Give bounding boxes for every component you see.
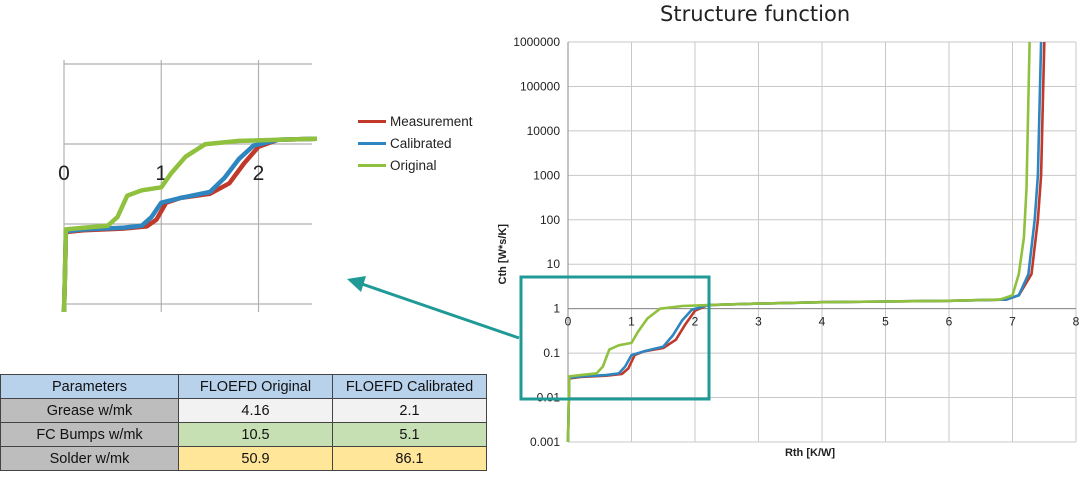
y-tick-label: 10000 <box>527 124 561 138</box>
y-axis-label: Cth [W*s/K] <box>497 224 509 285</box>
param-original: 4.16 <box>178 398 333 423</box>
inset-x-tick-label: 2 <box>253 162 265 185</box>
parameters-table: Parameters FLOEFD Original FLOEFD Calibr… <box>0 374 487 471</box>
legend-label-original: Original <box>390 157 437 173</box>
y-tick-label: 1000000 <box>513 35 560 49</box>
inset-x-tick-label: 1 <box>155 162 167 185</box>
param-name: Solder w/mk <box>0 446 179 471</box>
legend-label-calibrated: Calibrated <box>390 135 452 151</box>
y-tick-label: 100000 <box>520 79 560 93</box>
x-axis-label: Rth [K/W] <box>785 447 835 459</box>
legend: Measurement Calibrated Original <box>358 110 473 176</box>
series-line-original <box>566 41 1031 443</box>
param-original: 10.5 <box>178 422 333 447</box>
y-tick-label: 0.1 <box>543 346 560 360</box>
zoom-inset-chart: 0 1 2 <box>58 60 317 313</box>
param-calibrated: 86.1 <box>332 446 487 471</box>
x-tick-label: 7 <box>1009 315 1016 329</box>
param-original: 50.9 <box>178 446 333 471</box>
legend-label-measurement: Measurement <box>390 113 473 129</box>
x-tick-label: 2 <box>692 315 699 329</box>
param-calibrated: 2.1 <box>332 398 487 423</box>
structure-function-chart: 0 1 2 3 4 5 6 7 80.0010.010.11101001000100001000… <box>497 35 1080 459</box>
legend-item-calibrated: Calibrated <box>358 132 473 154</box>
x-tick-label: 0 <box>565 315 572 329</box>
y-tick-label: 0.001 <box>530 435 560 449</box>
legend-swatch-measurement <box>358 119 386 123</box>
y-tick-label: 1000 <box>533 168 560 182</box>
zoom-arrow-head <box>347 276 366 292</box>
x-tick-label: 5 <box>882 315 889 329</box>
x-tick-label: 4 <box>819 315 826 329</box>
chart-title: Structure function <box>660 2 851 26</box>
table-row-fc-bumps: FC Bumps w/mk 10.5 5.1 <box>0 422 487 447</box>
x-tick-label: 3 <box>755 315 762 329</box>
series-line-calibrated <box>566 41 1043 443</box>
table-header-row: Parameters FLOEFD Original FLOEFD Calibr… <box>0 374 487 399</box>
legend-swatch-original <box>358 163 386 167</box>
y-tick-label: 1 <box>553 302 560 316</box>
header-floefd-calibrated: FLOEFD Calibrated <box>332 374 487 399</box>
header-parameters: Parameters <box>0 374 179 399</box>
legend-item-original: Original <box>358 154 473 176</box>
x-tick-label: 1 <box>628 315 635 329</box>
inset-x-tick-label: 0 <box>58 162 70 185</box>
legend-swatch-calibrated <box>358 141 386 145</box>
param-name: FC Bumps w/mk <box>0 422 179 447</box>
header-floefd-original: FLOEFD Original <box>178 374 333 399</box>
table-row-grease: Grease w/mk 4.16 2.1 <box>0 398 487 423</box>
x-tick-label: 8 <box>1073 315 1080 329</box>
x-tick-label: 6 <box>946 315 953 329</box>
inset-series-line-original <box>61 136 317 313</box>
y-tick-label: 10 <box>547 257 561 271</box>
param-calibrated: 5.1 <box>332 422 487 447</box>
param-name: Grease w/mk <box>0 398 179 423</box>
series-line-measurement <box>566 41 1046 443</box>
y-tick-label: 100 <box>540 213 560 227</box>
legend-item-measurement: Measurement <box>358 110 473 132</box>
table-row-solder: Solder w/mk 50.9 86.1 <box>0 446 487 471</box>
zoom-highlight-box <box>519 275 711 401</box>
